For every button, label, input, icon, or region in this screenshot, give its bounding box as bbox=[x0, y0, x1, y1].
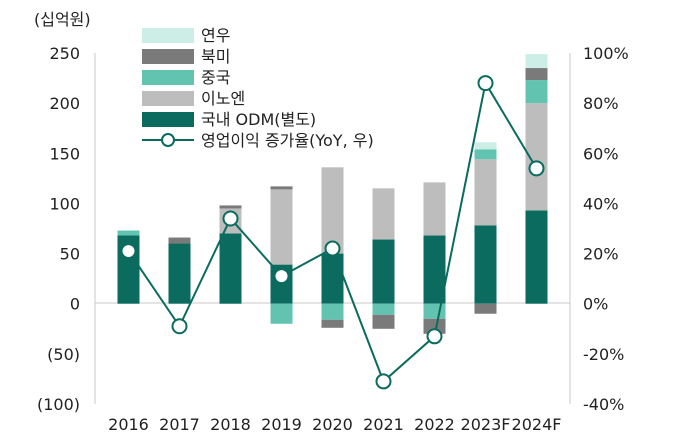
bar-segment bbox=[321, 167, 344, 254]
bar-segment bbox=[474, 303, 497, 314]
y-right-tick-label: -20% bbox=[583, 345, 624, 364]
x-tick-label: 2019 bbox=[261, 415, 302, 434]
legend-swatch bbox=[142, 70, 194, 85]
y-left-tick-label: 100 bbox=[49, 194, 80, 213]
legend-label: 연우 bbox=[201, 26, 230, 45]
growth-point bbox=[120, 243, 137, 260]
bar-segment bbox=[525, 80, 548, 104]
y-right-tick-label: 0% bbox=[583, 295, 608, 314]
bar-segment bbox=[423, 318, 446, 334]
bar-segment bbox=[270, 189, 293, 265]
bar-segment bbox=[270, 186, 293, 190]
y-left-tick-label: 150 bbox=[49, 144, 80, 163]
bar-segment bbox=[168, 243, 191, 304]
bar-segment bbox=[219, 205, 242, 209]
growth-point bbox=[324, 240, 341, 257]
growth-point bbox=[477, 75, 494, 92]
growth-point bbox=[222, 210, 239, 227]
bar-segment bbox=[525, 210, 548, 304]
legend-marker bbox=[161, 133, 175, 147]
growth-point bbox=[273, 268, 290, 285]
x-tick-label: 2020 bbox=[312, 415, 353, 434]
growth-point bbox=[426, 328, 443, 345]
bar-segment bbox=[474, 225, 497, 304]
y-right-tick-label: 20% bbox=[583, 245, 619, 264]
legend-swatch bbox=[142, 28, 194, 43]
y-left-tick-label: 200 bbox=[49, 94, 80, 113]
x-tick-label: 2022 bbox=[414, 415, 455, 434]
legend-label: 영업이익 증가율(YoY, 우) bbox=[201, 131, 374, 150]
bar-segment bbox=[423, 303, 446, 319]
x-tick-label: 2016 bbox=[108, 415, 149, 434]
line-series bbox=[120, 75, 545, 390]
y-left-tick-label: 50 bbox=[60, 245, 80, 264]
bar-segment bbox=[423, 235, 446, 304]
x-tick-label: 2017 bbox=[159, 415, 200, 434]
bar-segment bbox=[117, 230, 140, 236]
bar-segment bbox=[525, 68, 548, 81]
bar-segment bbox=[423, 182, 446, 236]
y-right-tick-label: 100% bbox=[583, 44, 629, 63]
bar-segment bbox=[372, 303, 395, 315]
legend-swatch bbox=[142, 91, 194, 106]
bar-segment bbox=[372, 314, 395, 329]
bar-segment bbox=[219, 233, 242, 304]
legend-label: 중국 bbox=[201, 68, 230, 87]
y-left-tick-label: (100) bbox=[37, 395, 80, 414]
legend-label: 이노엔 bbox=[201, 89, 245, 108]
bar-segment bbox=[474, 149, 497, 160]
bar-segment bbox=[474, 142, 497, 150]
y-right-tick-label: 40% bbox=[583, 194, 619, 213]
bar-segment bbox=[525, 54, 548, 69]
x-axis-ticks: 2016 2017 2018 2019 2020 2021 2022 2023F 2024F bbox=[108, 415, 561, 434]
unit-label: (십억원) bbox=[34, 10, 91, 29]
x-tick-label: 2021 bbox=[363, 415, 404, 434]
y-left-tick-label: 250 bbox=[49, 44, 80, 63]
right-axis-ticks: 100% 80% 60% 40% 20% 0% -20% -40% bbox=[583, 44, 629, 414]
y-right-tick-label: -40% bbox=[583, 395, 624, 414]
bar-segment bbox=[321, 253, 344, 304]
y-right-tick-label: 60% bbox=[583, 144, 619, 163]
y-left-tick-label: (50) bbox=[47, 345, 80, 364]
growth-point bbox=[375, 373, 392, 390]
bar-segment bbox=[270, 303, 293, 324]
bar-segment bbox=[168, 237, 191, 244]
left-axis-ticks: 250 200 150 100 50 0 (50) (100) bbox=[37, 44, 80, 414]
legend-swatch bbox=[142, 49, 194, 64]
bar-segment bbox=[474, 159, 497, 226]
y-right-tick-label: 80% bbox=[583, 94, 619, 113]
y-left-tick-label: 0 bbox=[70, 295, 80, 314]
legend-swatch bbox=[142, 112, 194, 127]
bar-segment bbox=[372, 239, 395, 304]
growth-point bbox=[528, 160, 545, 177]
bar-segment bbox=[372, 188, 395, 240]
growth-point bbox=[171, 318, 188, 335]
x-tick-label: 2024F bbox=[512, 415, 562, 434]
bar-segment bbox=[321, 303, 344, 320]
legend-label: 국내 ODM(별도) bbox=[201, 110, 316, 129]
bar-segment bbox=[321, 319, 344, 328]
x-tick-label: 2018 bbox=[210, 415, 251, 434]
x-tick-label: 2023F bbox=[461, 415, 511, 434]
legend-label: 북미 bbox=[201, 47, 230, 66]
bar-segment bbox=[525, 103, 548, 211]
